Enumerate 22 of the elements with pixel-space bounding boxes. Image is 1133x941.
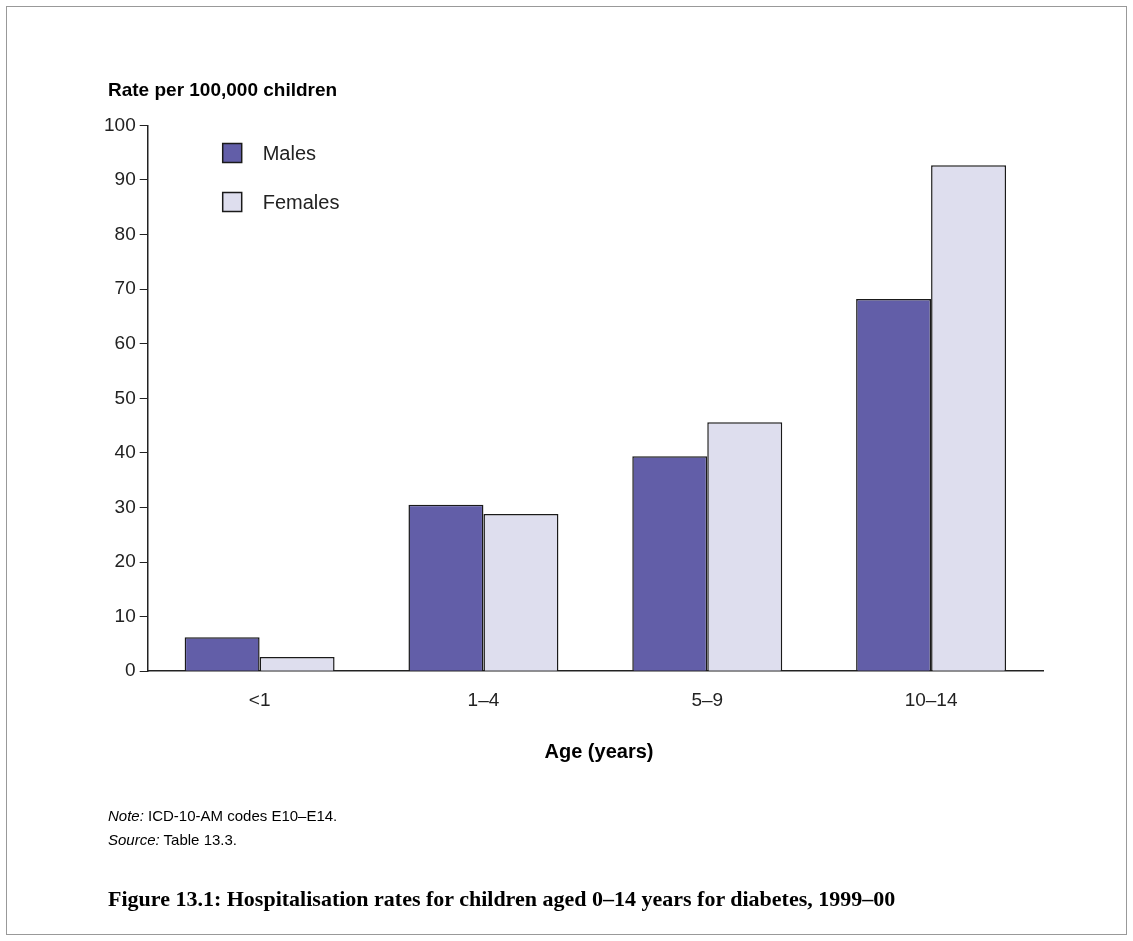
x-tick-label: 5–9 [691, 688, 724, 710]
y-tick-label: 40 [114, 441, 136, 463]
x-tick-label: <1 [248, 688, 271, 710]
y-tick-label: 100 [104, 113, 136, 135]
x-axis-title: Age (years) [543, 740, 655, 763]
y-tick-label: 30 [114, 495, 136, 517]
y-tick-label: 10 [114, 604, 136, 626]
legend-label: Females [262, 190, 340, 213]
x-tick-label: 10–14 [904, 688, 958, 710]
x-tick-label: 1–4 [467, 688, 500, 710]
y-axis-title: Rate per 100,000 children [108, 79, 338, 101]
y-tick-label: 70 [114, 277, 136, 299]
y-tick-label: 0 [125, 659, 136, 681]
y-tick-label: 60 [114, 331, 136, 353]
y-tick-label: 90 [114, 168, 136, 190]
y-tick-label: 50 [114, 386, 136, 408]
y-tick-label: 80 [114, 222, 136, 244]
text: Figure 13.1: Hospitalisation rates for children aged 0–14 years for diabetes, 1999–00 [108, 886, 896, 912]
source-note: Source: Table 13.3. [108, 830, 238, 850]
y-tick-label: 20 [114, 550, 136, 572]
legend-label: Males [262, 141, 317, 164]
text: Note: ICD-10-AM codes E10–E14. [108, 806, 338, 826]
